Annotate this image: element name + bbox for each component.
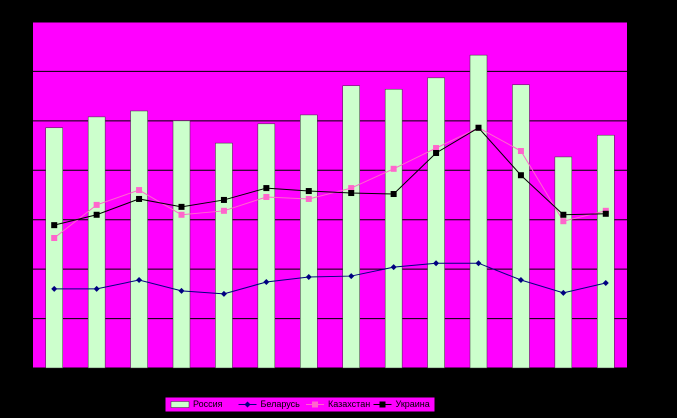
line-marker <box>602 210 609 217</box>
bar <box>384 88 403 369</box>
line-marker <box>93 211 100 218</box>
line-marker <box>390 191 397 198</box>
line-marker <box>51 235 58 242</box>
bar <box>512 84 530 369</box>
bar <box>300 114 318 369</box>
bar <box>215 142 233 369</box>
line <box>53 127 606 239</box>
line-marker <box>93 201 100 208</box>
legend <box>164 396 436 413</box>
plot-area <box>33 22 627 368</box>
line-marker <box>136 195 143 202</box>
bar <box>342 85 360 369</box>
line-marker <box>220 196 227 203</box>
line-marker <box>433 149 440 156</box>
line-marker <box>136 277 143 284</box>
line-marker <box>178 287 185 294</box>
line-marker <box>305 195 312 202</box>
line-marker <box>517 148 524 155</box>
line-marker <box>220 207 227 214</box>
bar <box>554 156 573 369</box>
bar <box>427 77 445 369</box>
bar <box>87 116 106 369</box>
line-marker <box>263 193 270 200</box>
line-marker <box>178 211 185 218</box>
line-marker <box>475 124 482 131</box>
line-marker <box>602 279 609 286</box>
line-marker <box>136 187 143 194</box>
line-marker <box>517 172 524 179</box>
legend-label: Беларусь <box>261 399 301 409</box>
bar <box>469 54 488 369</box>
legend-swatch <box>244 401 251 408</box>
line-marker <box>560 211 567 218</box>
line-marker <box>348 185 355 192</box>
legend-swatch <box>312 401 318 408</box>
line-marker <box>433 260 440 267</box>
line-marker <box>263 278 270 285</box>
line-marker <box>51 222 58 229</box>
bar <box>130 110 148 369</box>
line-marker <box>178 203 185 210</box>
line-marker <box>305 188 312 195</box>
line-marker <box>475 260 482 267</box>
line-marker <box>390 264 397 271</box>
legend-label: Россия <box>193 399 223 409</box>
bar <box>45 127 63 369</box>
line-marker <box>517 277 524 284</box>
bar <box>172 120 191 369</box>
bar <box>257 123 276 369</box>
line <box>54 127 606 226</box>
line-marker <box>560 289 567 296</box>
line-marker <box>348 190 355 197</box>
line-marker <box>263 185 270 192</box>
line-marker <box>560 218 567 225</box>
line-marker <box>220 290 227 297</box>
legend-swatch <box>379 401 386 408</box>
line-marker <box>93 285 100 292</box>
legend-swatch <box>170 401 190 408</box>
line-marker <box>390 165 397 172</box>
line-marker <box>305 274 312 281</box>
legend-label: Казахстан <box>328 399 370 409</box>
line-marker <box>433 145 440 152</box>
line <box>54 262 606 295</box>
line-marker <box>348 273 355 280</box>
bar <box>597 134 615 369</box>
line-marker <box>51 285 58 292</box>
legend-label: Украина <box>396 399 430 409</box>
